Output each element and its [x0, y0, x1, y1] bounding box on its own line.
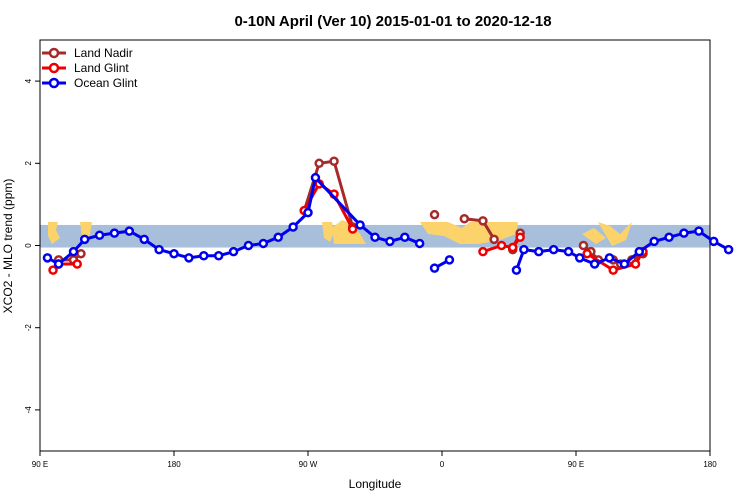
data-point	[303, 207, 313, 218]
data-point	[478, 246, 488, 257]
data-point	[723, 244, 734, 255]
legend-label: Land Glint	[74, 61, 129, 75]
data-point	[199, 251, 209, 261]
data-point	[184, 253, 194, 263]
y-tick-label: -4	[24, 406, 33, 414]
data-point	[589, 259, 600, 269]
data-point	[608, 265, 618, 275]
data-point	[459, 214, 470, 224]
x-tick-label: 0	[440, 460, 445, 469]
data-point	[519, 244, 529, 255]
data-point	[370, 232, 380, 243]
data-point	[478, 216, 488, 226]
data-point	[48, 265, 58, 275]
series-line	[515, 229, 730, 271]
data-point	[679, 228, 689, 238]
data-point	[154, 244, 164, 255]
legend-marker	[48, 62, 60, 74]
data-point	[489, 234, 499, 245]
x-tick-label: 90 E	[568, 460, 584, 469]
series-line	[302, 159, 355, 228]
data-point	[94, 230, 105, 240]
data-point	[68, 246, 79, 257]
x-tick-label: 180	[703, 460, 717, 469]
legend-label: Ocean Glint	[74, 76, 138, 90]
land-mask	[48, 220, 632, 246]
data-point	[429, 263, 440, 273]
data-point	[258, 238, 269, 249]
data-point	[53, 259, 64, 269]
land-shape	[80, 222, 92, 244]
y-tick-label: 2	[24, 161, 33, 166]
land-shape	[48, 222, 60, 244]
data-point	[578, 240, 589, 251]
data-point	[507, 242, 518, 253]
x-axis-label: Longitude	[349, 477, 402, 491]
data-point	[515, 232, 525, 243]
data-point	[582, 248, 592, 259]
land-shape	[582, 228, 606, 244]
data-point	[124, 226, 135, 236]
data-point	[288, 222, 298, 232]
x-tick-label: 90 E	[32, 460, 48, 469]
data-point	[76, 248, 86, 259]
x-tick-label: 180	[167, 460, 181, 469]
data-point	[708, 236, 719, 247]
data-point	[72, 259, 82, 269]
data-point	[213, 251, 224, 261]
data-point	[548, 244, 559, 255]
data-point	[619, 259, 630, 269]
data-point	[664, 232, 674, 243]
data-point	[355, 220, 365, 230]
data-point	[42, 253, 53, 263]
data-point	[243, 240, 254, 251]
land-shape	[322, 222, 334, 242]
data-point	[649, 236, 659, 247]
data-point	[273, 232, 283, 243]
data-point	[511, 265, 522, 275]
data-point	[79, 234, 90, 245]
y-axis-label: XCO2 - MLO trend (ppm)	[1, 179, 15, 314]
data-point	[534, 246, 544, 257]
data-point	[574, 253, 585, 263]
legend-label: Land Nadir	[74, 46, 133, 60]
data-point	[634, 246, 645, 257]
data-point	[630, 259, 641, 269]
data-point	[414, 238, 425, 249]
data-point	[429, 209, 440, 220]
chart-title: 0-10N April (Ver 10) 2015-01-01 to 2020-…	[234, 13, 551, 30]
data-point	[310, 172, 321, 183]
data-point	[400, 232, 410, 243]
data-point	[228, 246, 239, 257]
data-point	[314, 158, 324, 169]
data-point	[169, 248, 179, 259]
data-point	[604, 253, 615, 263]
plot-area	[39, 39, 734, 452]
data-point	[444, 255, 455, 265]
y-tick-label: -2	[24, 324, 33, 332]
data-point	[139, 234, 149, 245]
data-point	[563, 246, 574, 257]
series-layer	[42, 156, 734, 275]
y-tick-label: 0	[24, 243, 33, 248]
y-axis: -4 -2 0 2 4	[24, 78, 40, 413]
data-point	[694, 226, 704, 236]
y-tick-label: 4	[24, 78, 33, 83]
legend-marker	[48, 77, 60, 89]
legend-marker	[48, 47, 60, 59]
series-line	[482, 236, 522, 254]
x-tick-label: 90 W	[299, 460, 318, 469]
data-point	[496, 240, 507, 251]
land-shape	[598, 222, 632, 246]
data-point	[385, 236, 395, 247]
series-ocean-glint	[42, 172, 734, 275]
data-point	[347, 224, 358, 234]
data-point	[329, 156, 339, 166]
data-point	[109, 228, 120, 238]
x-axis: 90 E 180 90 W 0 90 E 180	[32, 451, 717, 469]
